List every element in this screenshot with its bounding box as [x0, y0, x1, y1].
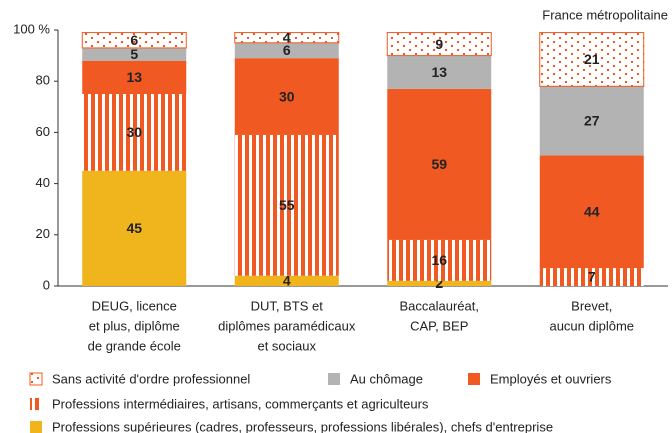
x-tick-label: DUT, BTS et [251, 298, 324, 313]
y-tick-label: 0 [43, 277, 50, 292]
bar-segment [82, 170, 187, 286]
data-label: 30 [279, 88, 295, 104]
legend-swatch [328, 373, 340, 385]
data-label: 44 [584, 203, 600, 219]
bar-segment [387, 239, 492, 281]
bar-segment [234, 32, 340, 44]
bar-segment [387, 88, 492, 240]
data-label: 5 [130, 46, 138, 62]
bar-segment [82, 60, 187, 94]
x-tick-label: aucun diplôme [549, 318, 634, 333]
x-tick-label: et sociaux [257, 338, 316, 353]
data-label: 16 [431, 252, 447, 268]
bar-segment [81, 32, 187, 49]
legend-label: Sans activité d'ordre professionnel [52, 371, 250, 386]
legend-label: Au chômage [350, 371, 423, 386]
data-label: 2 [435, 275, 443, 291]
data-label: 59 [431, 156, 447, 172]
bar-segment [539, 268, 644, 286]
data-label: 45 [126, 220, 142, 236]
data-label: 4 [283, 29, 291, 45]
y-tick-label: 40 [36, 175, 50, 190]
legend-label: Professions supérieures (cadres, profess… [52, 419, 553, 433]
x-tick-label: diplômes paramédicaux [218, 318, 356, 333]
data-label: 21 [584, 51, 600, 67]
x-tick-label: Brevet, [571, 298, 612, 313]
legend-swatch [468, 373, 480, 385]
legend-label: Professions intermédiaires, artisans, co… [52, 396, 429, 411]
x-tick-label: CAP, BEP [410, 318, 468, 333]
data-label: 7 [588, 269, 596, 285]
data-label: 13 [126, 69, 142, 85]
bar-segment [539, 86, 644, 156]
data-label: 30 [126, 124, 142, 140]
legend-label: Employés et ouvriers [490, 371, 612, 386]
x-tick-label: et plus, diplôme [89, 318, 180, 333]
data-label: 55 [279, 197, 295, 213]
data-label: 13 [431, 64, 447, 80]
bar-segment [234, 275, 339, 286]
bar-segment [387, 55, 492, 89]
data-label: 27 [584, 113, 600, 129]
bar-segment [234, 134, 339, 276]
bar-segment [82, 94, 187, 171]
annotation: France métropolitaine [542, 7, 668, 22]
data-label: 4 [283, 273, 291, 289]
y-tick-label: 20 [36, 226, 50, 241]
legend-swatch [30, 421, 42, 433]
bar-segment [539, 155, 644, 269]
x-tick-label: Baccalauréat, [400, 298, 480, 313]
data-label: 9 [435, 36, 443, 52]
bar-segment [386, 32, 492, 57]
legend-swatch [29, 372, 43, 386]
bar-segment [539, 32, 645, 87]
data-label: 6 [283, 42, 291, 58]
y-tick-label: 100 % [13, 21, 50, 36]
bar-segment [387, 280, 492, 286]
y-tick-label: 80 [36, 73, 50, 88]
x-tick-label: de grande école [88, 338, 181, 353]
y-tick-label: 60 [36, 124, 50, 139]
bar-segment [234, 58, 339, 135]
bar-segment [82, 47, 187, 61]
bar-segment [234, 42, 339, 59]
x-tick-label: DEUG, licence [92, 298, 177, 313]
data-label: 6 [130, 32, 138, 48]
legend-swatch [30, 398, 42, 410]
